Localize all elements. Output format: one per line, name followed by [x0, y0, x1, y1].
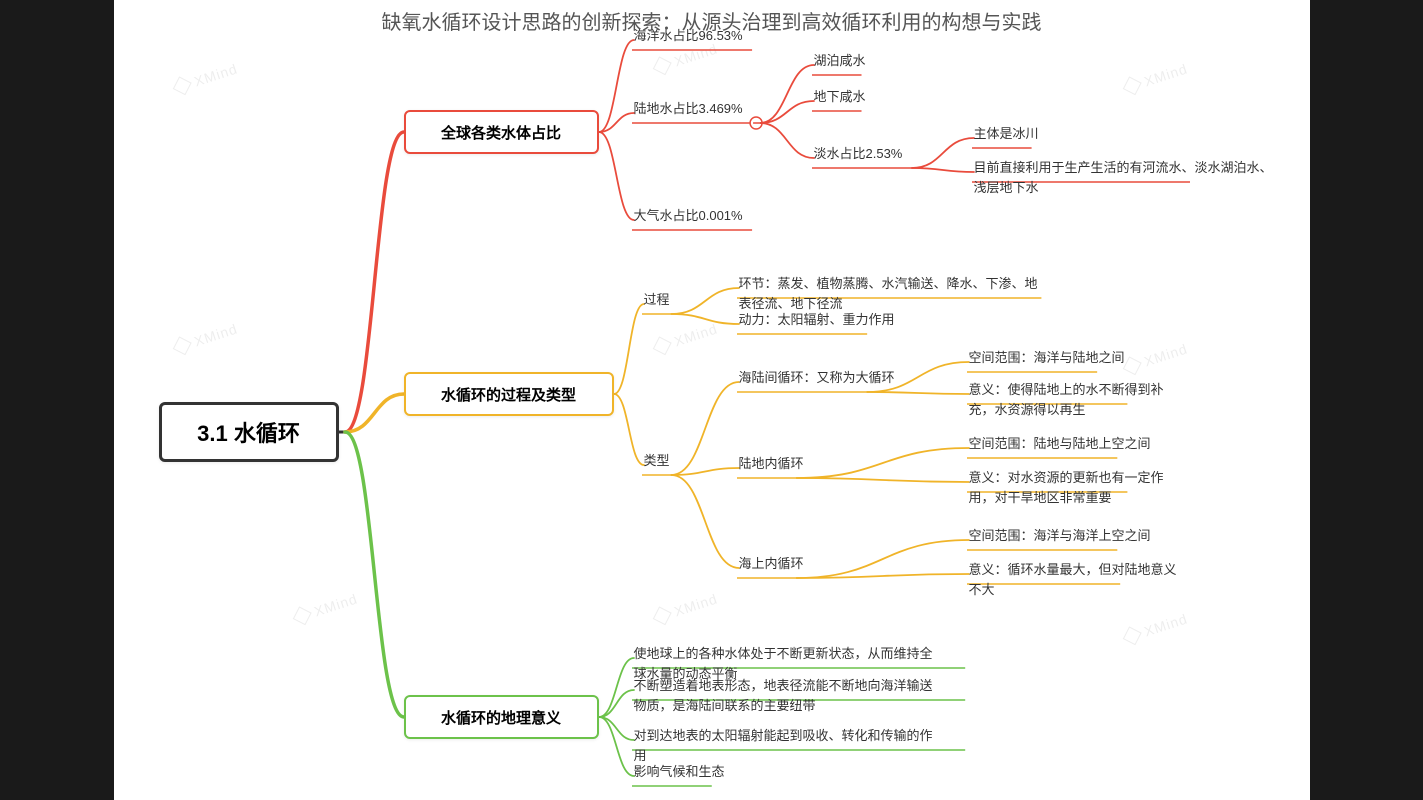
mindmap-leaf: 目前直接利用于生产生活的有河流水、淡水湖泊水、浅层地下水 [974, 158, 1274, 197]
mindmap-leaf: 主体是冰川 [974, 124, 1039, 144]
mindmap-node[interactable]: 水循环的地理意义 [404, 695, 599, 739]
mindmap-leaf: 过程 [644, 290, 670, 310]
mindmap-leaf: 湖泊咸水 [814, 51, 866, 71]
mindmap-node[interactable]: 3.1 水循环 [159, 402, 339, 462]
mindmap-leaf: 意义：使得陆地上的水不断得到补充，水资源得以再生 [969, 380, 1189, 419]
mindmap-leaf: 地下咸水 [814, 87, 866, 107]
page-title: 缺氧水循环设计思路的创新探索：从源头治理到高效循环利用的构想与实践 [114, 6, 1310, 35]
mindmap-node[interactable]: 全球各类水体占比 [404, 110, 599, 154]
mindmap-stage: 缺氧水循环设计思路的创新探索：从源头治理到高效循环利用的构想与实践 3.1 水循… [114, 0, 1310, 800]
mindmap-leaf: 意义：循环水量最大，但对陆地意义不大 [969, 560, 1179, 599]
mindmap-leaf: 淡水占比2.53% [814, 144, 903, 164]
mindmap-leaf: 类型 [644, 451, 670, 471]
mindmap-leaf: 空间范围：陆地与陆地上空之间 [969, 434, 1151, 454]
mindmap-leaf: 意义：对水资源的更新也有一定作用，对干旱地区非常重要 [969, 468, 1189, 507]
mindmap-leaf: 影响气候和生态 [634, 762, 725, 782]
mindmap-leaf: 环节：蒸发、植物蒸腾、水汽输送、降水、下渗、地表径流、地下径流 [739, 274, 1039, 313]
mindmap-leaf: 空间范围：海洋与陆地之间 [969, 348, 1125, 368]
mindmap-leaf: 海上内循环 [739, 554, 804, 574]
mindmap-leaf: 陆地内循环 [739, 454, 804, 474]
mindmap-leaf: 大气水占比0.001% [634, 206, 743, 226]
mindmap-node[interactable]: 水循环的过程及类型 [404, 372, 614, 416]
mindmap-leaf: 陆地水占比3.469% [634, 99, 743, 119]
mindmap-leaf: 动力：太阳辐射、重力作用 [739, 310, 895, 330]
mindmap-leaf: 空间范围：海洋与海洋上空之间 [969, 526, 1151, 546]
mindmap-leaf: 对到达地表的太阳辐射能起到吸收、转化和传输的作用 [634, 726, 934, 765]
mindmap-leaf: 不断塑造着地表形态，地表径流能不断地向海洋输送物质，是海陆间联系的主要纽带 [634, 676, 934, 715]
mindmap-leaf: 海陆间循环：又称为大循环 [739, 368, 895, 388]
